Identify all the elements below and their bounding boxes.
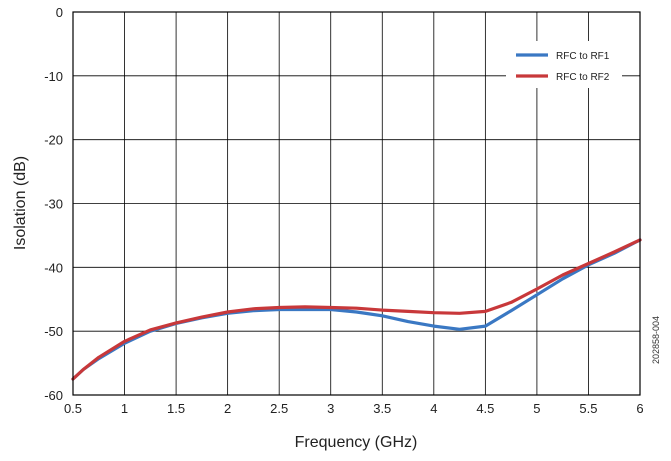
legend-box — [506, 41, 622, 88]
legend: RFC to RF1 RFC to RF2 — [506, 41, 622, 88]
x-tick-label: 2.5 — [270, 401, 288, 416]
x-tick-label: 3.5 — [373, 401, 391, 416]
legend-label-1: RFC to RF1 — [556, 51, 610, 62]
plot-frame — [72, 11, 641, 396]
x-tick-labels: 0.5 1 1.5 2 2.5 3 3.5 4 4.5 5 5.5 6 — [64, 401, 644, 416]
x-tick-label: 1.5 — [167, 401, 185, 416]
y-axis-title: Isolation (dB) — [12, 156, 29, 250]
y-tick-label: -60 — [44, 388, 63, 403]
x-tick-label: 2 — [224, 401, 231, 416]
y-tick-label: -10 — [44, 69, 63, 84]
y-tick-label: -50 — [44, 324, 63, 339]
y-tick-label: -40 — [44, 260, 63, 275]
x-tick-label: 5.5 — [579, 401, 597, 416]
x-axis-title: Frequency (GHz) — [295, 434, 418, 451]
x-tick-label: 3 — [327, 401, 334, 416]
x-tick-label: 5 — [533, 401, 540, 416]
x-tick-label: 4 — [430, 401, 437, 416]
y-tick-labels: 0 -10 -20 -30 -40 -50 -60 — [44, 5, 63, 403]
x-tick-label: 1 — [121, 401, 128, 416]
y-tick-label: -20 — [44, 133, 63, 148]
y-tick-label: 0 — [56, 5, 63, 20]
x-tick-label: 0.5 — [64, 401, 82, 416]
x-tick-label: 6 — [636, 401, 643, 416]
legend-label-2: RFC to RF2 — [556, 72, 610, 83]
x-tick-label: 4.5 — [476, 401, 494, 416]
series-line-2 — [71, 238, 642, 381]
y-tick-label: -30 — [44, 197, 63, 212]
chart-series — [71, 238, 642, 381]
figure-id: 202858-004 — [651, 316, 661, 364]
